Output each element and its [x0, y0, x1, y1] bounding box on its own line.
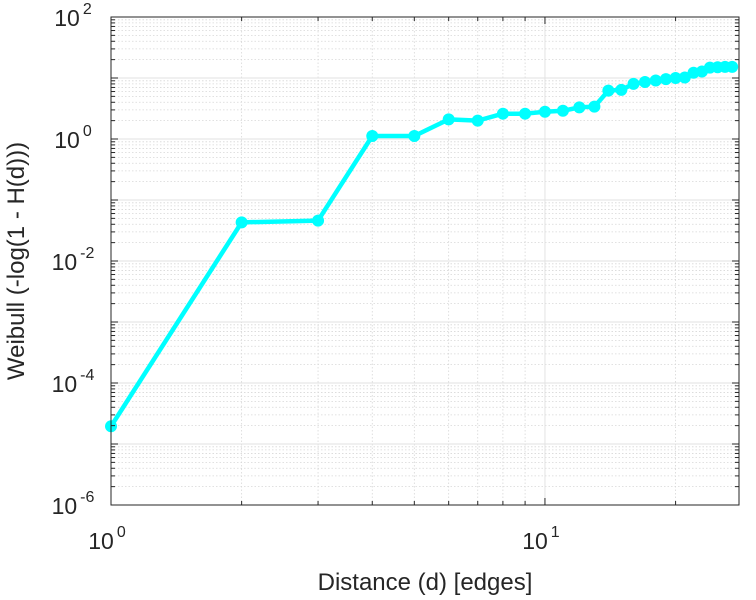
y-tick-label: 10 0 [54, 123, 92, 153]
x-axis-label: Distance (d) [edges] [318, 569, 533, 596]
data-point [659, 73, 672, 86]
x-tick-base: 10 [522, 528, 548, 554]
data-point [726, 60, 739, 73]
y-tick-base: 10 [52, 371, 78, 397]
y-tick-exponent: -4 [80, 367, 94, 384]
y-tick-exponent: 0 [83, 123, 92, 140]
y-tick-base: 10 [52, 249, 78, 275]
x-tick-exponent: 1 [551, 524, 560, 541]
x-tick-exponent: 0 [117, 524, 126, 541]
y-tick-label: 10 2 [54, 1, 92, 31]
data-point [519, 107, 532, 120]
data-point [649, 74, 662, 87]
y-tick-label: 10 -4 [52, 367, 95, 397]
data-point [471, 114, 484, 127]
data-point [669, 72, 682, 84]
data-point [312, 214, 325, 227]
y-tick-exponent: -2 [80, 245, 94, 262]
x-tick-label: 10 1 [522, 524, 560, 554]
minor-grid [111, 17, 739, 505]
data-point [627, 77, 640, 90]
data-point [235, 216, 248, 229]
y-tick-base: 10 [54, 5, 80, 31]
data-point [408, 130, 421, 142]
data-point [538, 105, 551, 118]
y-tick-base: 10 [54, 127, 80, 153]
data-point [442, 113, 455, 126]
x-tick-label: 10 0 [88, 524, 126, 554]
data-point [602, 84, 615, 97]
data-point [496, 107, 509, 120]
data-point [556, 104, 569, 117]
data-point [573, 101, 586, 114]
x-tick-base: 10 [88, 528, 114, 554]
series-layer [105, 60, 739, 433]
y-tick-base: 10 [52, 493, 78, 519]
tick-marks [110, 17, 739, 506]
data-point [615, 83, 628, 96]
y-axis-label: Weibull (-log(1 - H(d))) [3, 142, 30, 380]
data-point [366, 130, 379, 142]
y-tick-exponent: 2 [83, 1, 92, 18]
y-tick-label: 10 -6 [52, 489, 95, 519]
major-grid [110, 16, 739, 506]
data-point [638, 76, 651, 88]
y-tick-label: 10 -2 [52, 245, 95, 275]
tick-labels: 10 -610 -410 -210 010 210 0 10 1 [52, 1, 560, 554]
y-tick-exponent: -6 [80, 489, 94, 506]
data-point [678, 71, 691, 84]
data-point [588, 100, 601, 113]
series-line [108, 64, 735, 429]
